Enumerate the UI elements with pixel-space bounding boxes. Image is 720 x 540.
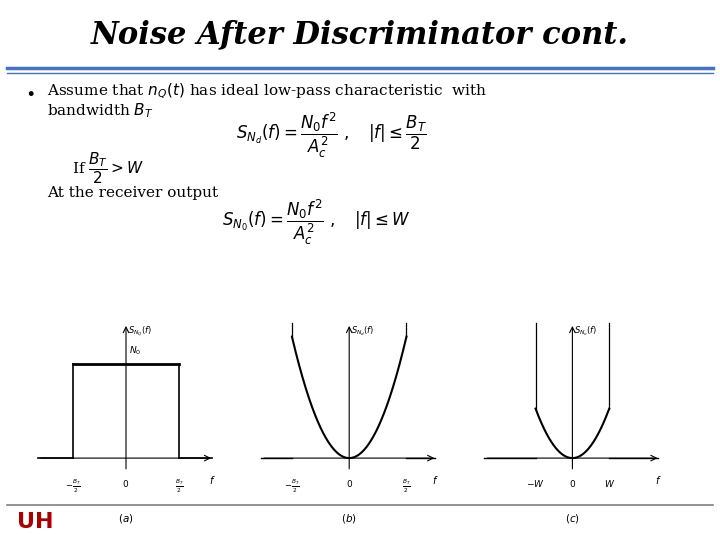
Text: $0$: $0$ bbox=[122, 478, 130, 489]
Text: $\frac{B_T}{2}$: $\frac{B_T}{2}$ bbox=[402, 478, 411, 495]
Text: Assume that $n_Q(t)$ has ideal low-pass characteristic  with: Assume that $n_Q(t)$ has ideal low-pass … bbox=[47, 82, 487, 102]
Text: $f$: $f$ bbox=[209, 474, 215, 487]
Text: $0$: $0$ bbox=[569, 478, 576, 489]
Text: $(c)$: $(c)$ bbox=[565, 512, 580, 525]
Text: Noise After Discriminator cont.: Noise After Discriminator cont. bbox=[91, 19, 629, 51]
Text: $0$: $0$ bbox=[346, 478, 353, 489]
Text: $\bullet$: $\bullet$ bbox=[25, 83, 35, 101]
Text: $f$: $f$ bbox=[432, 474, 438, 487]
Text: $-\frac{B_T}{2}$: $-\frac{B_T}{2}$ bbox=[284, 478, 300, 495]
Text: $(a)$: $(a)$ bbox=[118, 512, 134, 525]
Text: $W$: $W$ bbox=[603, 478, 615, 489]
Text: $N_0$: $N_0$ bbox=[130, 345, 142, 357]
Text: $\frac{B_T}{2}$: $\frac{B_T}{2}$ bbox=[175, 478, 184, 495]
Text: If $\dfrac{B_T}{2} > W$: If $\dfrac{B_T}{2} > W$ bbox=[72, 151, 144, 186]
Text: $f$: $f$ bbox=[655, 474, 662, 487]
Text: $(b)$: $(b)$ bbox=[341, 512, 357, 525]
Text: $-W$: $-W$ bbox=[526, 478, 545, 489]
Text: $S_{N_Q}(f)$: $S_{N_Q}(f)$ bbox=[128, 325, 152, 339]
Text: $\mathbf{UH}$: $\mathbf{UH}$ bbox=[16, 511, 53, 533]
Text: $S_{N_d}(f) = \dfrac{N_0 f^2}{A_c^2}$$\ ,\ \ \ |f| \leq \dfrac{B_T}{2}$: $S_{N_d}(f) = \dfrac{N_0 f^2}{A_c^2}$$\ … bbox=[235, 110, 427, 160]
Text: $S_{N_o}(f)$: $S_{N_o}(f)$ bbox=[575, 325, 598, 339]
Text: bandwidth $B_T$: bandwidth $B_T$ bbox=[47, 102, 153, 120]
Text: At the receiver output: At the receiver output bbox=[47, 186, 218, 200]
Text: $-\frac{B_T}{2}$: $-\frac{B_T}{2}$ bbox=[65, 478, 81, 495]
Text: $S_{N_d}(f)$: $S_{N_d}(f)$ bbox=[351, 325, 374, 339]
Text: $S_{N_0}(f) = \dfrac{N_0 f^2}{A_c^2}$$\ ,\ \ \ |f| \leq W$: $S_{N_0}(f) = \dfrac{N_0 f^2}{A_c^2}$$\ … bbox=[222, 198, 411, 247]
